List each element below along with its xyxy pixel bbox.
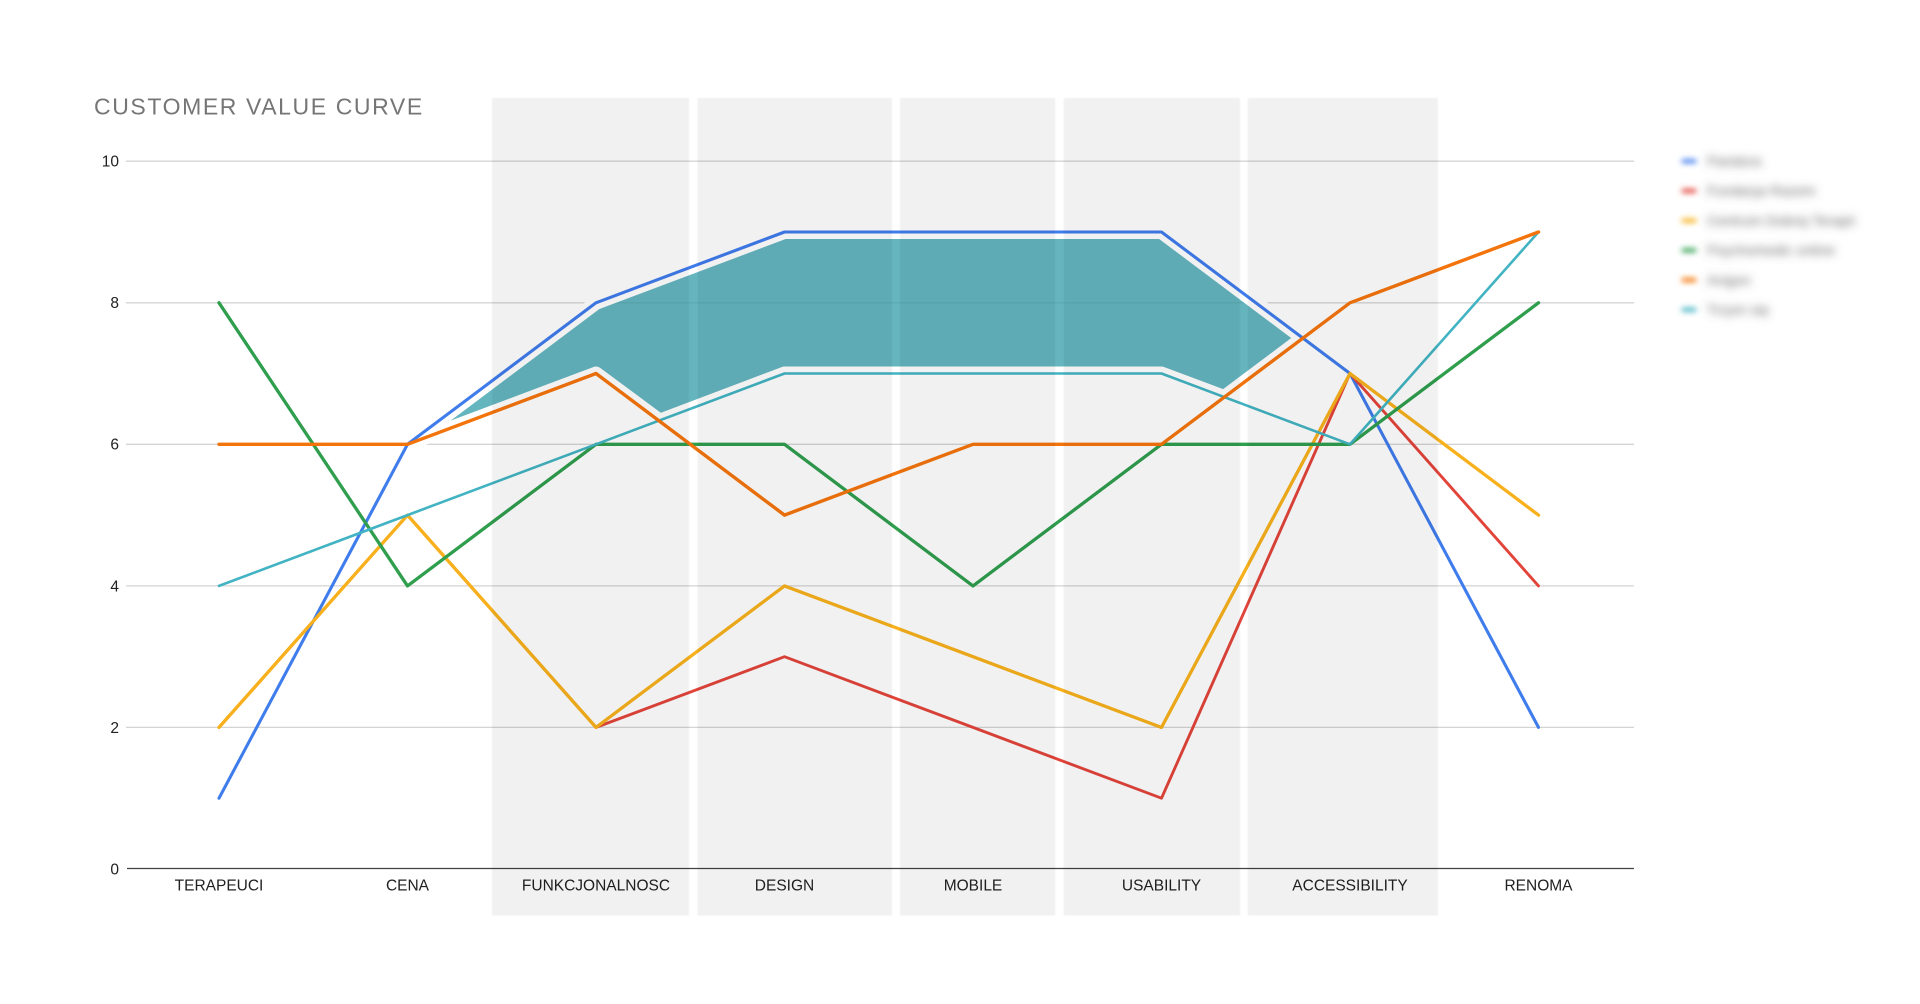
svg-text:2: 2 <box>110 720 119 737</box>
svg-text:Trzym się: Trzym się <box>1707 302 1769 318</box>
svg-text:TERAPEUCI: TERAPEUCI <box>175 878 264 895</box>
svg-text:10: 10 <box>102 154 120 171</box>
svg-text:RENOMA: RENOMA <box>1504 878 1573 895</box>
svg-text:Pandora: Pandora <box>1707 153 1761 169</box>
svg-text:6: 6 <box>110 437 119 454</box>
svg-text:CUSTOMER VALUE CURVE: CUSTOMER VALUE CURVE <box>94 94 424 120</box>
svg-text:8: 8 <box>110 295 119 312</box>
svg-text:Psychomedic online: Psychomedic online <box>1707 242 1835 258</box>
svg-text:Centrum Dobrej Terapii: Centrum Dobrej Terapii <box>1707 212 1855 228</box>
svg-text:CENA: CENA <box>386 878 430 895</box>
svg-text:Avigon: Avigon <box>1707 272 1751 288</box>
svg-text:0: 0 <box>110 861 119 878</box>
svg-text:4: 4 <box>110 578 119 595</box>
svg-text:Fundacja Razem: Fundacja Razem <box>1707 183 1816 199</box>
